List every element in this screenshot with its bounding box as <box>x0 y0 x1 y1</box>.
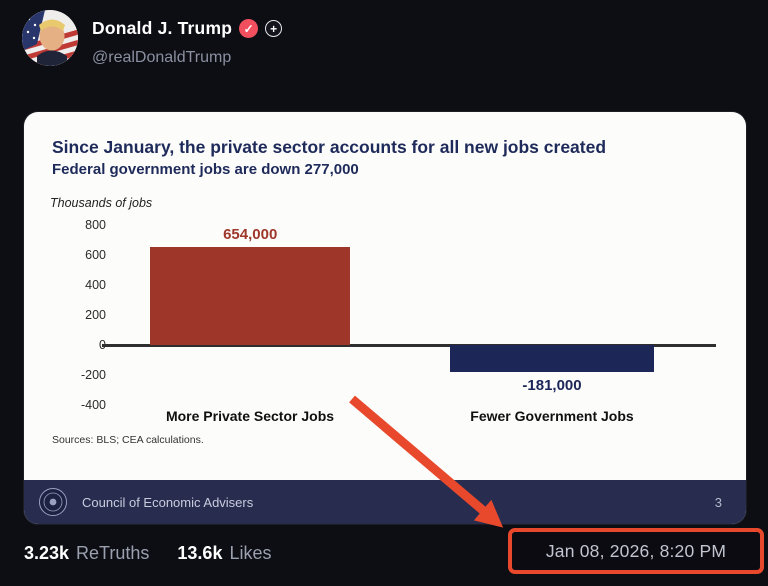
author-row: Donald J. Trump ✓ + <box>92 18 283 39</box>
author-handle[interactable]: @realDonaldTrump <box>92 49 232 66</box>
bar-government <box>450 345 654 373</box>
timestamp-highlight-box: Jan 08, 2026, 8:20 PM <box>508 528 764 574</box>
retruths-label: ReTruths <box>76 543 150 563</box>
bar-slot-government: -181,000 <box>450 225 654 405</box>
stats-bar: 3.23k ReTruths 13.6k Likes <box>24 543 271 564</box>
y-axis: 8006004002000-200-400 <box>54 218 106 412</box>
footer-org-name: Council of Economic Advisers <box>82 494 254 510</box>
verified-icon: ✓ <box>239 19 259 38</box>
zero-axis-line <box>102 344 716 347</box>
retruths-stat[interactable]: 3.23k ReTruths <box>24 543 149 564</box>
chart-y-axis-label: Thousands of jobs <box>50 196 153 210</box>
y-axis-tick: 200 <box>85 308 106 322</box>
likes-stat[interactable]: 13.6k Likes <box>177 543 271 564</box>
slide-footer-band: Council of Economic Advisers 3 <box>24 480 746 524</box>
post-image[interactable]: Since January, the private sector accoun… <box>24 112 746 524</box>
slide-page-number: 3 <box>714 494 722 510</box>
plus-badge-icon: + <box>265 20 283 37</box>
plot-area: 654,000 -181,000 <box>102 225 716 405</box>
likes-count: 13.6k <box>177 543 223 563</box>
y-axis-tick: -200 <box>80 368 106 382</box>
bar-label-government: -181,000 <box>522 377 582 395</box>
y-axis-tick: 600 <box>85 248 106 262</box>
author-name[interactable]: Donald J. Trump <box>92 18 233 38</box>
timestamp[interactable]: Jan 08, 2026, 8:20 PM <box>545 540 727 561</box>
avatar[interactable] <box>22 10 78 66</box>
category-label-government: Fewer Government Jobs <box>470 408 634 424</box>
cea-seal-icon <box>39 488 67 516</box>
sources-note: Sources: BLS; CEA calculations. <box>52 434 204 446</box>
chart-title: Since January, the private sector accoun… <box>52 137 607 157</box>
y-axis-tick: -400 <box>80 398 106 412</box>
y-axis-tick: 400 <box>85 278 106 292</box>
likes-label: Likes <box>229 543 272 563</box>
bar-label-private-sector: 654,000 <box>223 225 278 243</box>
bar-private-sector <box>150 246 351 345</box>
y-axis-tick: 800 <box>85 218 106 232</box>
retruths-count: 3.23k <box>24 543 70 563</box>
bar-slot-private-sector: 654,000 <box>150 225 351 405</box>
avatar-image <box>22 10 78 66</box>
category-label-private-sector: More Private Sector Jobs <box>165 408 335 424</box>
chart-subtitle: Federal government jobs are down 277,000 <box>52 161 359 178</box>
